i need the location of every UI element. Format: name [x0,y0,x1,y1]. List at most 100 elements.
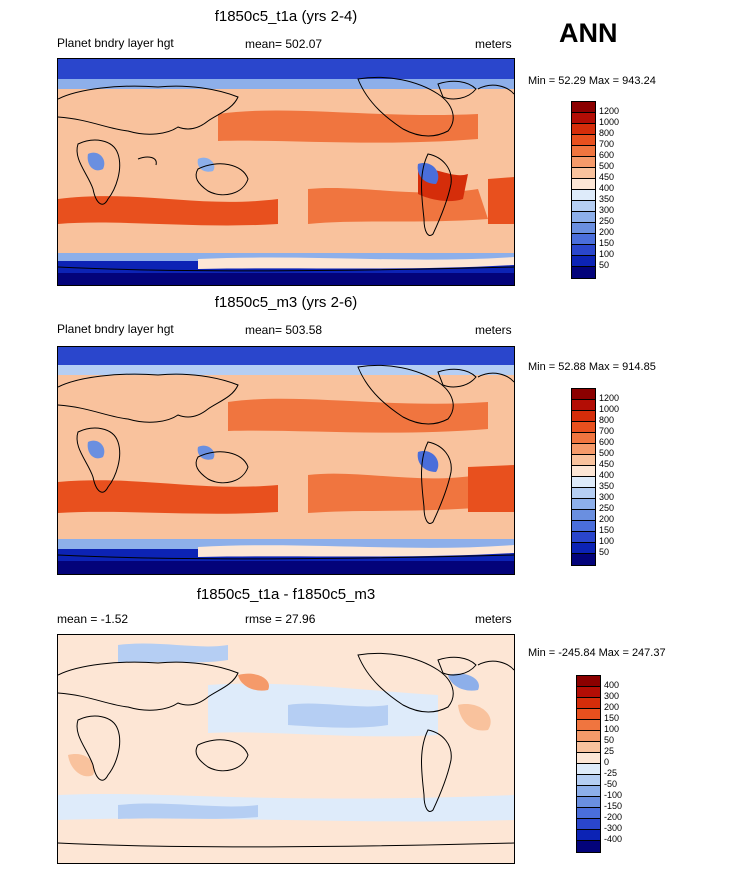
colorbar-tick-label: 50 [599,547,610,557]
colorbar-tick-label: -100 [604,790,623,800]
colorbar-tick-label: 700 [599,139,615,149]
colorbar-tick-label: 150 [599,525,615,535]
colorbar-tick-label: 400 [599,183,615,193]
colorbar-tick-label: -400 [604,834,623,844]
colorbar-tick-label: 800 [599,128,615,138]
panel-title: f1850c5_t1a - f1850c5_m3 [196,586,376,603]
colorbar-tick-label: 1000 [599,117,620,127]
colorbar-swatch [572,124,595,135]
colorbar-tick-label: 50 [604,735,615,745]
colorbar-tick-label: 350 [599,194,615,204]
colorbar-swatch [572,190,595,201]
colorbar-swatch [572,477,595,488]
colorbar-swatch [572,510,595,521]
colorbar-swatch [577,676,600,687]
colorbar-tick-label: 400 [604,680,620,690]
colorbar-swatch [572,146,595,157]
colorbar-tick-label: 100 [599,536,615,546]
min-max-label: Min = 52.29 Max = 943.24 [528,75,656,87]
colorbar-swatch [572,554,595,565]
colorbar: 400 300 200 150 100 50 25 0 -25 -50 -100… [576,675,622,853]
colorbar-swatch [572,400,595,411]
colorbar-swatch [572,444,595,455]
colorbar-swatch [577,819,600,830]
colorbar-swatch [577,830,600,841]
colorbar-swatch [572,499,595,510]
colorbar: 1200 1000 800 700 600 500 450 400 350 30… [571,101,619,279]
min-max-label: Min = 52.88 Max = 914.85 [528,361,656,373]
colorbar-swatch [572,532,595,543]
colorbar-tick-label: 600 [599,150,615,160]
colorbar-tick-label: 50 [599,260,610,270]
colorbar-swatch [577,753,600,764]
colorbar-tick-label: -200 [604,812,623,822]
panel-title: f1850c5_t1a (yrs 2-4) [214,8,358,25]
mean-label: mean= 503.58 [245,323,323,337]
colorbar-tick-label: 450 [599,172,615,182]
colorbar-tick-label: 0 [604,757,610,767]
colorbar-swatch [572,157,595,168]
colorbar-tick-label: 300 [599,492,615,502]
colorbar-swatch [572,135,595,146]
colorbar-swatch [572,212,595,223]
season-label: ANN [559,18,618,48]
colorbar-swatch [577,709,600,720]
colorbar-tick-label: 1000 [599,404,620,414]
colorbar-swatch [577,742,600,753]
colorbar-tick-label: 1200 [599,393,620,403]
colorbar-tick-label: 200 [599,514,615,524]
colorbar-tick-label: 250 [599,503,615,513]
colorbar-swatch [572,422,595,433]
colorbar-swatch [572,411,595,422]
colorbar-swatch [572,543,595,554]
colorbar-swatch [572,201,595,212]
colorbar-tick-label: -300 [604,823,623,833]
colorbar-tick-label: 100 [604,724,620,734]
colorbar-swatch [572,256,595,267]
colorbar-tick-label: 800 [599,415,615,425]
colorbar-tick-label: 500 [599,161,615,171]
colorbar-swatch [572,113,595,124]
mean-label: mean= 502.07 [245,37,323,51]
units-label: meters [475,323,512,337]
mean-label: mean = -1.52 [57,612,129,626]
colorbar-swatch [572,179,595,190]
colorbar-swatch [572,223,595,234]
units-label: meters [475,612,512,626]
colorbar-swatch [577,808,600,819]
colorbar-swatch [577,841,600,852]
map-plot [57,634,515,864]
colorbar-swatch [572,234,595,245]
colorbar-tick-label: 500 [599,448,615,458]
colorbar: 1200 1000 800 700 600 500 450 400 350 30… [571,388,619,566]
colorbar-tick-label: 300 [604,691,620,701]
colorbar-tick-label: -50 [604,779,618,789]
colorbar-tick-label: 25 [604,746,615,756]
colorbar-swatch [577,797,600,808]
map-plot [57,58,515,286]
colorbar-swatch [572,455,595,466]
colorbar-tick-label: 200 [604,702,620,712]
colorbar-tick-label: 350 [599,481,615,491]
colorbar-tick-label: -150 [604,801,623,811]
colorbar-swatch [577,720,600,731]
colorbar-swatch [577,687,600,698]
colorbar-tick-label: 400 [599,470,615,480]
colorbar-swatch [572,433,595,444]
colorbar-swatch [572,267,595,278]
colorbar-tick-label: 250 [599,216,615,226]
colorbar-tick-label: 450 [599,459,615,469]
colorbar-tick-label: 150 [599,238,615,248]
colorbar-swatch [572,389,595,400]
colorbar-swatch [572,102,595,113]
colorbar-tick-label: 100 [599,249,615,259]
colorbar-tick-label: 200 [599,227,615,237]
colorbar-tick-label: -25 [604,768,618,778]
colorbar-swatch [577,731,600,742]
colorbar-tick-label: 700 [599,426,615,436]
colorbar-swatch [577,786,600,797]
map-plot [57,346,515,575]
colorbar-swatch [577,698,600,709]
units-label: meters [475,37,512,51]
field-label: Planet bndry layer hgt [57,36,174,50]
